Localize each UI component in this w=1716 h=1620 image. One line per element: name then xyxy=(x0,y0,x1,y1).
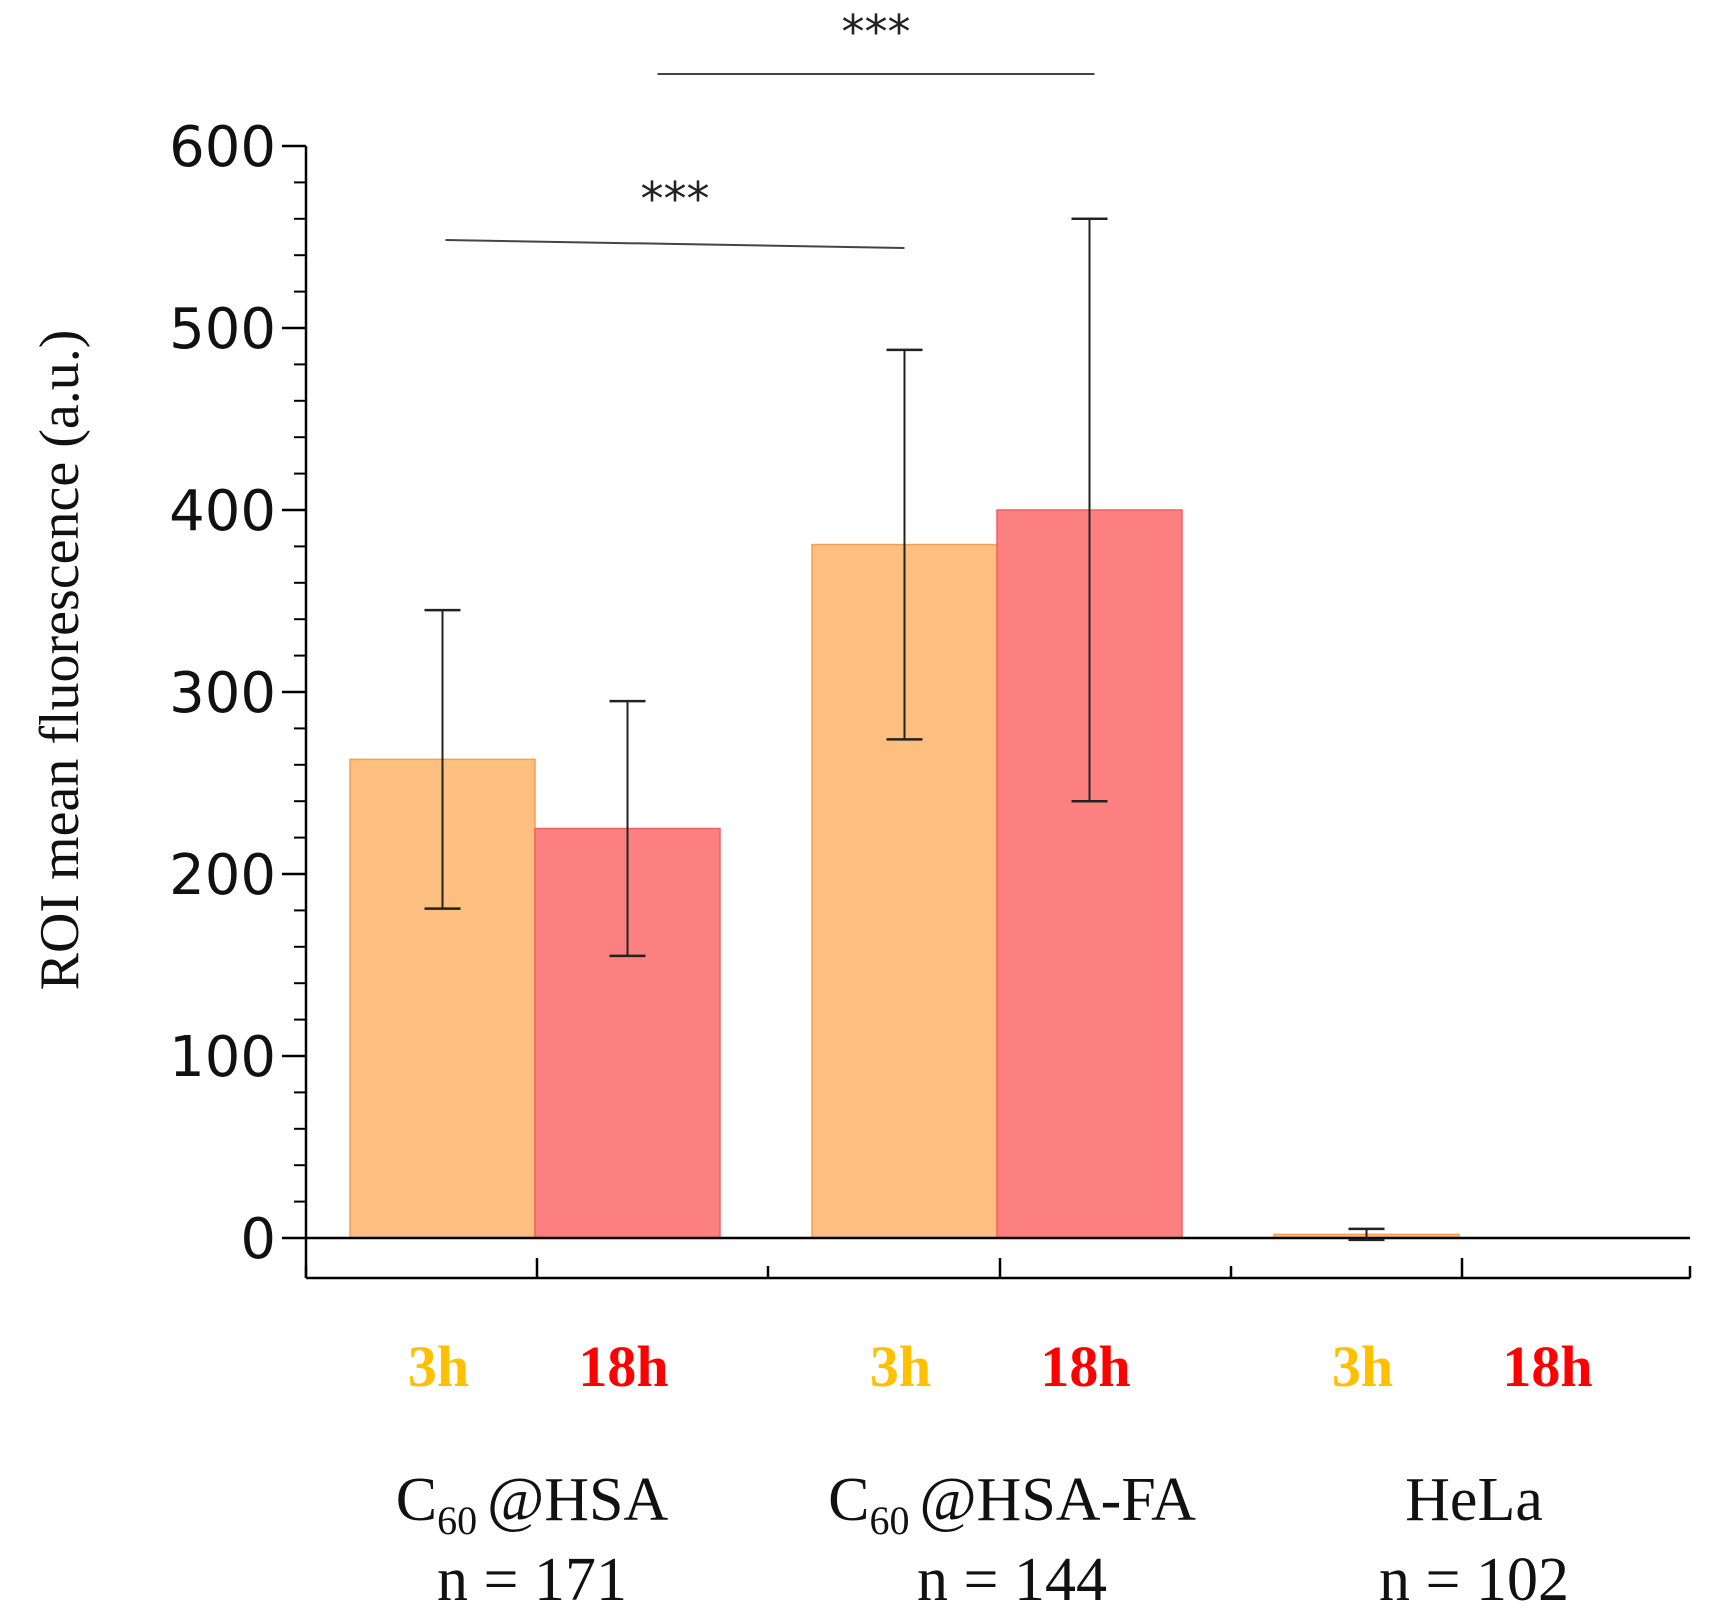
group-label-rest: @HSA-FA xyxy=(919,1466,1196,1534)
series-label-18h: 18h xyxy=(578,1334,668,1399)
group-label: C60 @HSA-FA xyxy=(828,1466,1196,1543)
significance-line xyxy=(445,239,905,249)
y-tick-label: 200 xyxy=(169,843,276,908)
significance-label: *** xyxy=(842,5,911,59)
series-label-3h: 3h xyxy=(870,1334,931,1399)
significance-label: *** xyxy=(641,172,710,226)
y-tick-label: 0 xyxy=(240,1207,276,1272)
y-tick-label: 400 xyxy=(169,479,276,544)
group-label-main: C xyxy=(828,1466,869,1534)
group-n-label: n = 102 xyxy=(1379,1546,1569,1614)
group-label-subscript: 60 xyxy=(437,1498,477,1543)
series-label-18h: 18h xyxy=(1502,1334,1592,1399)
y-tick-label: 300 xyxy=(169,661,276,726)
y-tick-label: 100 xyxy=(169,1025,276,1090)
group-n-label: n = 144 xyxy=(917,1546,1107,1614)
series-label-3h: 3h xyxy=(1332,1334,1393,1399)
series-label-18h: 18h xyxy=(1040,1334,1130,1399)
y-axis-title: ROI mean fluorescence (a.u.) xyxy=(29,330,91,991)
y-tick-label: 500 xyxy=(169,297,276,362)
group-n-label: n = 171 xyxy=(437,1546,627,1614)
group-label-subscript: 60 xyxy=(869,1498,909,1543)
group-label: C60 @HSA xyxy=(396,1466,669,1543)
group-label: HeLa xyxy=(1405,1466,1543,1534)
y-tick-label: 600 xyxy=(169,115,276,180)
group-label-main: C xyxy=(396,1466,437,1534)
series-label-3h: 3h xyxy=(408,1334,469,1399)
group-label-rest: @HSA xyxy=(487,1466,668,1534)
